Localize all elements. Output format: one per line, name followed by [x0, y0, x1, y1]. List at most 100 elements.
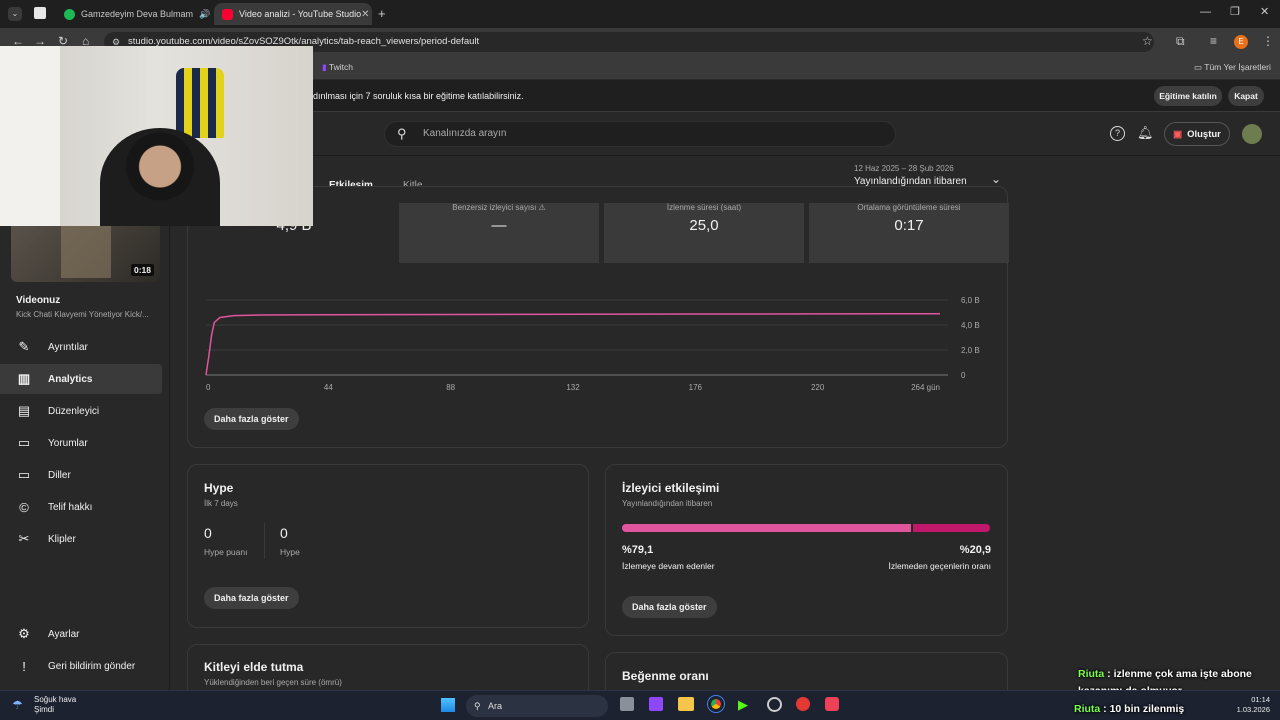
weather-title: Soğuk hava [34, 695, 77, 704]
card-subtitle: Yayınlandığından itibaren [622, 499, 713, 508]
notifications-bell-icon[interactable]: 🔔︎ [1137, 125, 1154, 140]
video-duration-badge: 0:18 [130, 264, 154, 276]
extensions-icon[interactable]: ⧉ [1176, 34, 1185, 48]
video-heading: Videonuz [16, 295, 61, 306]
sidebar-item-label: Geri bildirim gönder [48, 660, 136, 672]
chevron-down-icon[interactable]: ⌄ [991, 172, 1002, 186]
period-selector[interactable]: 12 Haz 2025 – 28 Şub 2026 Yayınlandığınd… [854, 164, 1004, 194]
y-tick-label: 0 [961, 371, 966, 380]
hype-count-value: 0 [280, 525, 288, 541]
help-icon[interactable]: ? [1110, 126, 1125, 141]
all-bookmarks[interactable]: ▭ Tüm Yer İşaretleri [1194, 62, 1271, 72]
like-ratio-card: Beğenme oranı [605, 652, 1008, 690]
channel-search-input[interactable]: ⚲ Kanalınızda arayın [384, 121, 896, 147]
start-icon[interactable] [441, 698, 455, 712]
chat-text: : 10 bin zilenmiş [1103, 703, 1185, 715]
sidebar-item-copyright[interactable]: © Telif hakkı [0, 492, 162, 522]
restore-icon[interactable]: ❐ [1230, 6, 1240, 18]
account-avatar[interactable] [1242, 124, 1262, 144]
y-tick-label: 4,0 B [961, 321, 980, 330]
webcam-overlay [0, 46, 313, 226]
weather-subtitle: Şimdi [34, 705, 55, 714]
twitch-app-icon[interactable] [649, 697, 663, 711]
video-thumbnail[interactable]: 0:18 [11, 218, 160, 282]
reload-icon[interactable]: ↻ [58, 34, 69, 48]
sidebar-item-clips[interactable]: ✂ Klipler [0, 524, 162, 554]
analytics-main: Etkileşim Kitle 12 Haz 2025 – 28 Şub 202… [171, 156, 1271, 690]
sidebar-item-editor[interactable]: ▤ Düzenleyici [0, 396, 162, 426]
bookmark-twitch[interactable]: ▮ Twitch [322, 62, 353, 72]
pocket-app-icon[interactable] [825, 697, 839, 711]
kick-app-icon[interactable]: ▶ [738, 697, 748, 712]
back-icon[interactable]: ← [12, 34, 24, 48]
editor-icon: ▤ [17, 403, 31, 418]
sidebar-item-label: Yorumlar [48, 437, 88, 449]
hype-points-label: Hype puanı [204, 547, 248, 557]
sidebar-item-label: Düzenleyici [48, 405, 100, 417]
engagement-bar-fill [622, 524, 914, 532]
skip-label: İzlemeden geçenlerin oranı [888, 561, 991, 571]
system-clock[interactable]: 01:14 1.03.2026 [1226, 695, 1270, 715]
sidebar-item-languages[interactable]: ▭ Diller [0, 460, 162, 490]
sidebar-item-comments[interactable]: ▭ Yorumlar [0, 428, 162, 458]
url-field[interactable]: ⚙ studio.youtube.com/video/sZovSOZ9Otk/a… [104, 32, 1154, 52]
period-label: Yayınlandığından itibaren [854, 176, 967, 187]
show-more-button[interactable]: Daha fazla göster [204, 408, 299, 430]
sidebar-item-label: Diller [48, 469, 71, 481]
metric-unique-viewers[interactable]: Benzersiz izleyici sayısı ⚠ — [399, 203, 599, 263]
media-control-icon[interactable]: ≡ [1210, 34, 1218, 48]
copyright-icon: © [19, 499, 29, 515]
card-title: Beğenme oranı [622, 669, 709, 683]
continue-percent: %79,1 [622, 544, 654, 556]
sidebar-item-feedback[interactable]: ! Geri bildirim gönder [0, 651, 162, 681]
forward-icon[interactable]: → [34, 34, 46, 48]
tab-search-icon[interactable]: ⌄ [8, 7, 22, 21]
task-view-icon[interactable] [620, 697, 634, 711]
chrome-icon[interactable] [708, 696, 724, 712]
banner-text: dınlması için 7 soruluk kısa bir eğitime… [313, 91, 524, 101]
sidebar-item-analytics[interactable]: ▥ Analytics [0, 364, 162, 394]
sidebar-item-details[interactable]: ✎ Ayrıntılar [0, 332, 162, 362]
comments-icon: ▭ [17, 435, 31, 450]
scissors-icon: ✂ [18, 531, 30, 546]
window-close-icon[interactable]: ✕ [1260, 6, 1270, 18]
audience-retention-card: Kitleyi elde tutma Yüklendiğinden beri g… [187, 644, 589, 690]
card-title: Kitleyi elde tutma [204, 660, 304, 674]
webcam-door [0, 46, 60, 226]
metric-avg-view-duration[interactable]: Ortalama görüntüleme süresi 0:17 [809, 203, 1009, 263]
file-explorer-icon[interactable] [678, 697, 694, 711]
sidebar-item-settings[interactable]: ⚙ Ayarlar [0, 619, 162, 649]
browser-menu-icon[interactable]: ⋮ [1262, 34, 1274, 48]
hype-count-label: Hype [280, 547, 300, 557]
close-banner-button[interactable]: Kapat [1228, 86, 1264, 106]
site-info-icon[interactable]: ⚙ [112, 37, 121, 47]
show-more-button[interactable]: Daha fazla göster [622, 596, 717, 618]
show-more-button[interactable]: Daha fazla göster [204, 587, 299, 609]
metric-watch-time[interactable]: İzlenme süresi (saat) 25,0 [604, 203, 804, 263]
tab-audience[interactable]: Kitle [403, 180, 422, 191]
close-tab-icon[interactable]: ✕ [361, 8, 370, 20]
home-icon[interactable]: ⌂ [82, 34, 90, 48]
browser-tab-studio[interactable]: Video analizi - YouTube Studio ✕ [214, 3, 372, 25]
new-tab-icon[interactable]: + [378, 6, 386, 21]
red-app-icon[interactable] [796, 697, 810, 711]
taskbar-search[interactable]: ⚲ Ara [466, 695, 608, 717]
subtitles-icon: ▭ [17, 467, 31, 482]
youtube-icon [222, 8, 233, 20]
join-survey-button[interactable]: Eğitime katılın [1154, 86, 1222, 106]
minimize-icon[interactable]: — [1200, 6, 1211, 18]
create-button[interactable]: ▣ Oluştur [1164, 122, 1230, 146]
obs-icon[interactable] [767, 697, 782, 712]
webcam-jersey [176, 68, 224, 138]
video-add-icon: ▣ [1173, 128, 1183, 140]
weather-widget[interactable]: Soğuk hava Şimdi [34, 695, 76, 715]
engagement-bar [622, 524, 990, 532]
x-tick-label: 44 [324, 383, 333, 392]
bookmark-star-icon[interactable]: ☆ [1142, 34, 1153, 48]
video-title: Kick Chati Klavyemi Yönetiyor Kick/... [16, 310, 149, 319]
warning-icon: ⚠ [538, 203, 546, 212]
sidebar-item-label: Analytics [48, 373, 93, 385]
browser-tab-music[interactable]: Gamzedeyim Deva Bulmam 🔊 ✕ [56, 3, 210, 25]
search-icon: ⚲ [474, 701, 481, 711]
profile-avatar[interactable]: E [1234, 35, 1248, 49]
